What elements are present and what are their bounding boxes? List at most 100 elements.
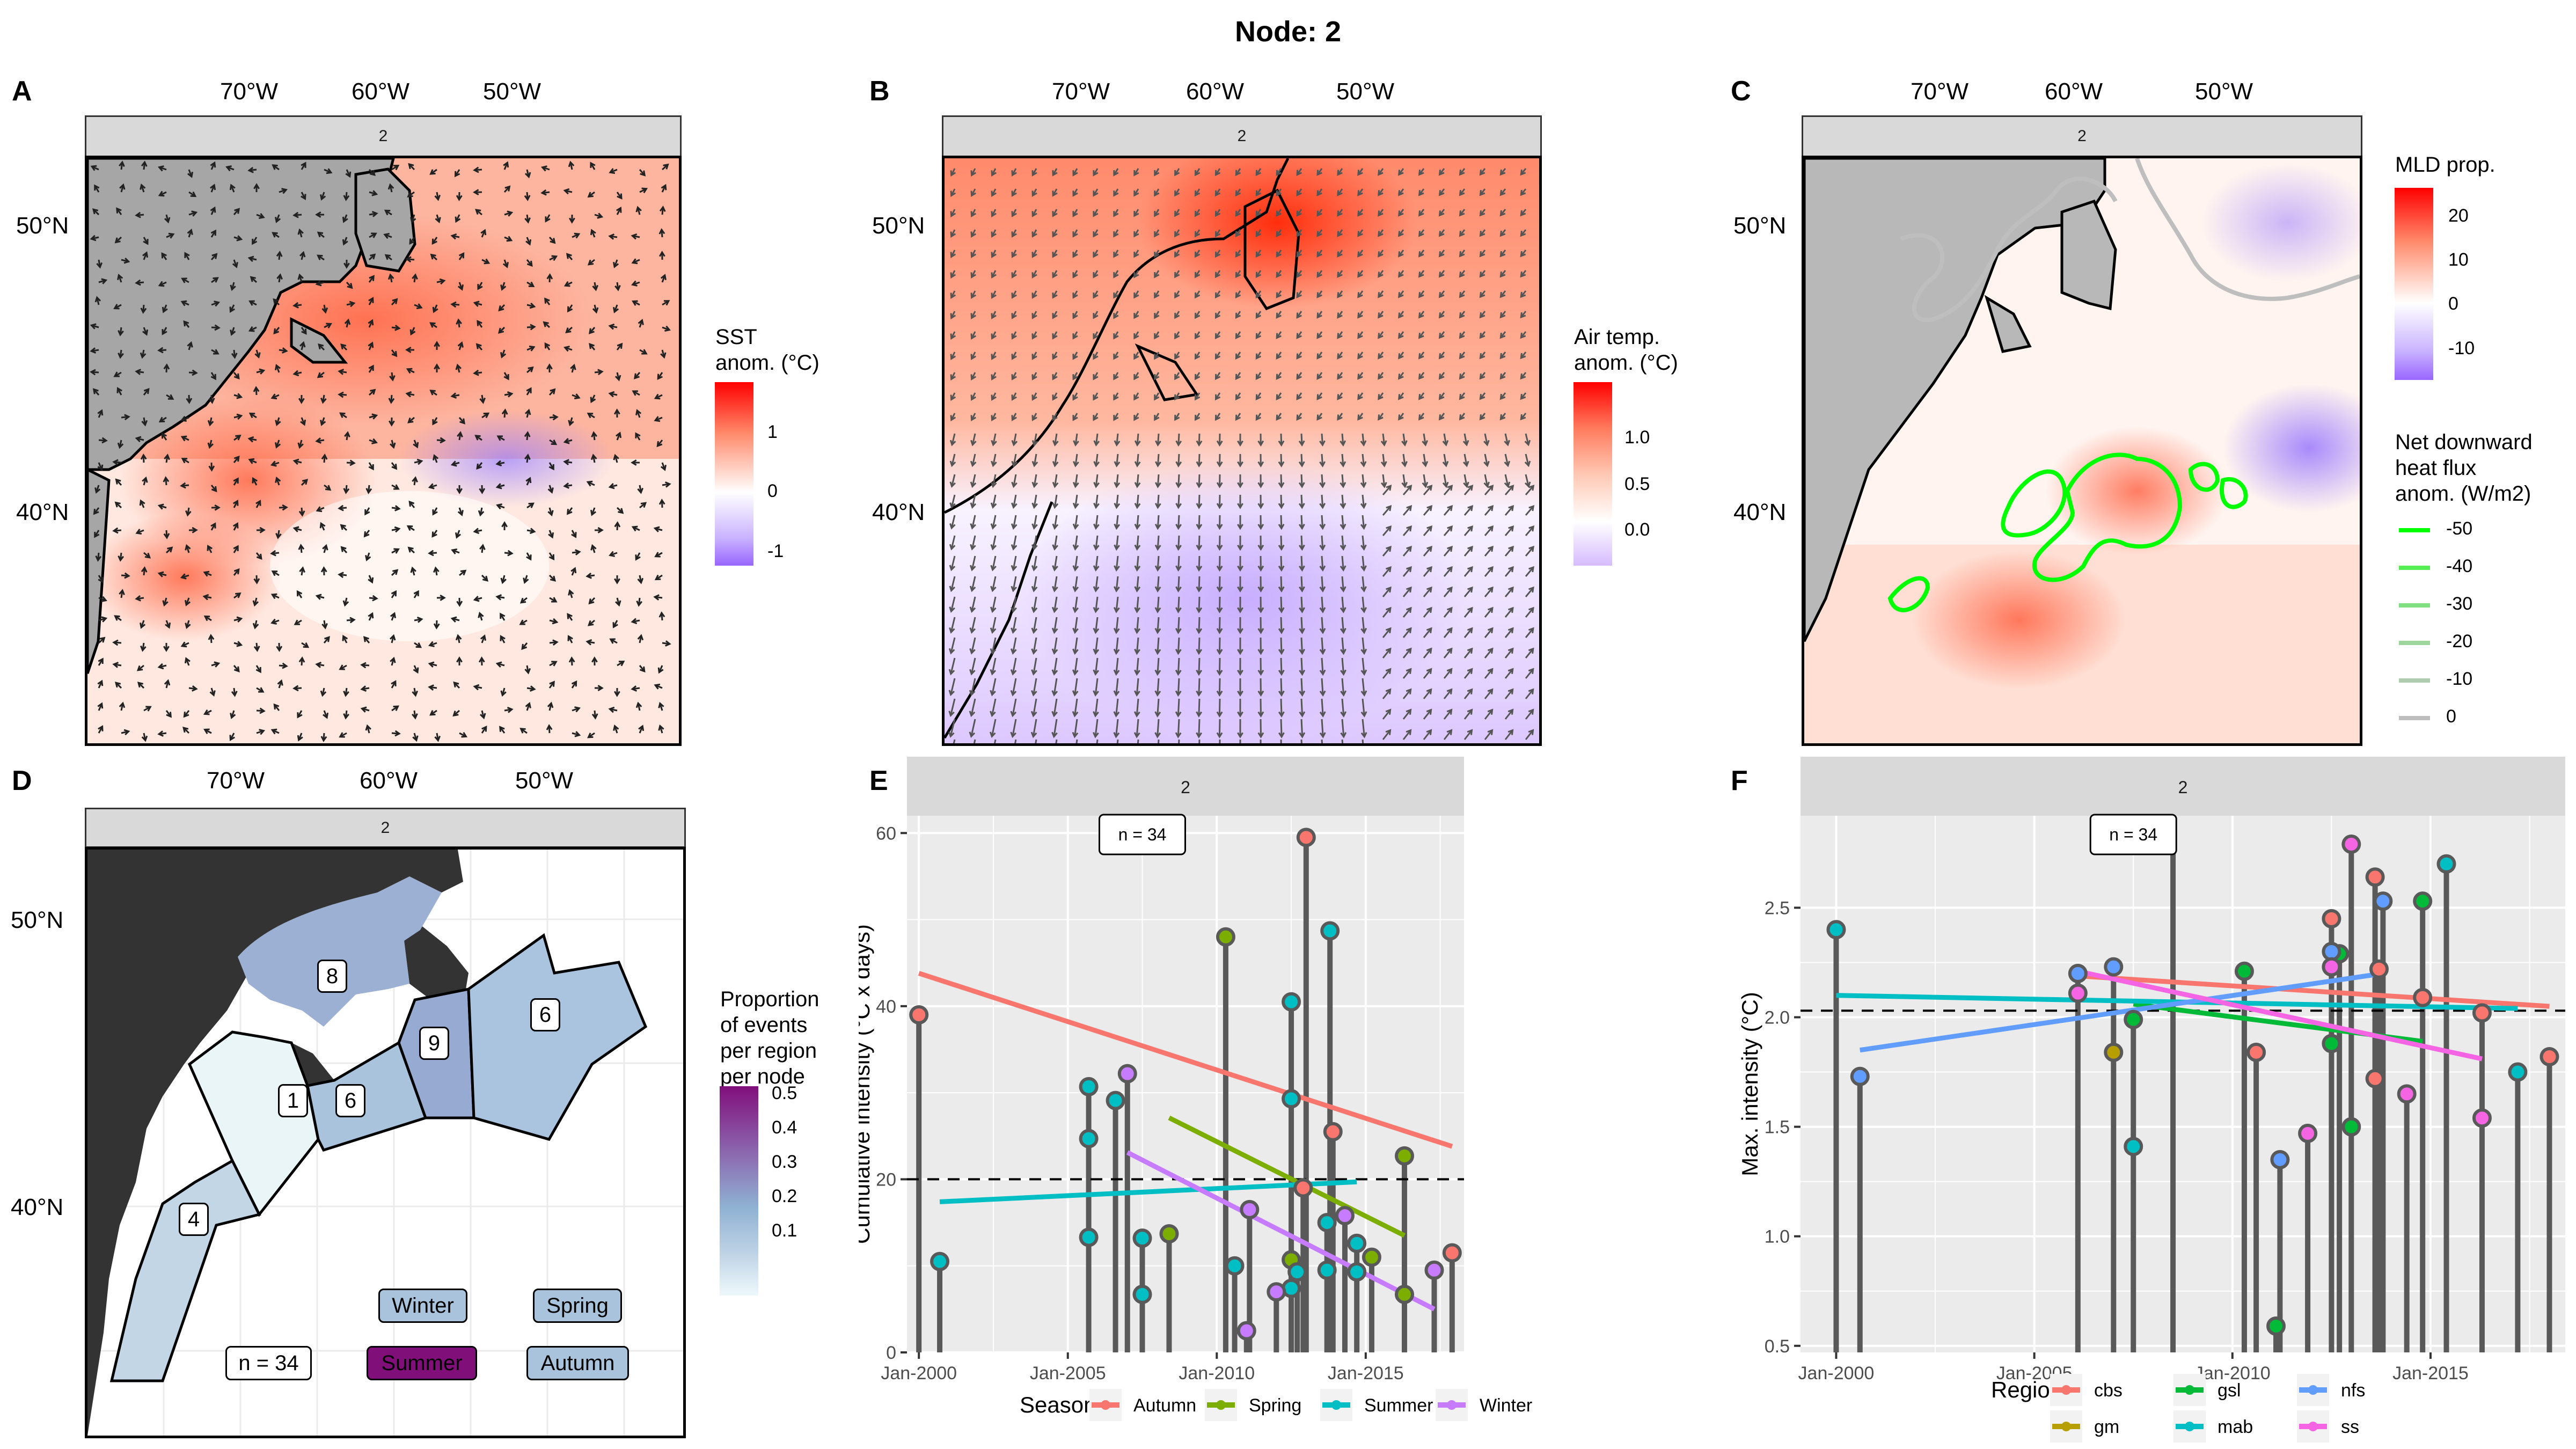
wind-arrow: [1157, 494, 1160, 508]
wind-arrow-head: [1479, 189, 1485, 196]
data-point-spring: [1362, 1247, 1381, 1267]
wind-arrow: [1074, 637, 1078, 654]
wind-arrow-head: [1360, 732, 1367, 738]
wind-arrow-head: [1031, 586, 1038, 592]
wind-arrow: [1341, 617, 1344, 633]
wind-arrow-head: [665, 640, 671, 647]
wind-arrow: [1341, 657, 1345, 675]
wind-arrow-head: [656, 441, 663, 448]
wind-arrow-head: [342, 634, 348, 641]
wind-arrow-head: [1337, 272, 1343, 278]
wind-arrow-head: [948, 711, 955, 718]
wind-arrow-head: [112, 527, 119, 534]
wind-arrow-head: [157, 571, 164, 577]
wind-arrow-head: [208, 634, 215, 640]
wind-arrow: [1053, 657, 1058, 675]
wind-arrow: [1484, 627, 1494, 638]
wind-arrow-head: [1010, 669, 1017, 676]
wind-arrow-head: [1235, 170, 1241, 177]
wind-arrow-head: [340, 524, 346, 530]
wind-arrow-head: [1235, 353, 1241, 360]
wind-arrow-head: [1316, 231, 1322, 237]
wind-arrow-head: [659, 206, 666, 212]
wind-arrow: [1402, 648, 1411, 658]
wind-arrow-head: [320, 420, 326, 426]
wind-arrow-head: [368, 464, 374, 471]
data-point-summer: [1079, 1129, 1099, 1148]
legend-label: gm: [2094, 1417, 2119, 1437]
wind-arrow: [1094, 637, 1099, 654]
wind-arrow: [1115, 617, 1119, 633]
wind-arrow-head: [1459, 210, 1465, 217]
heat-flux-contour-neg50: [2032, 452, 2183, 582]
wind-arrow-head: [1093, 523, 1100, 530]
wind-arrow: [1074, 453, 1078, 466]
wind-arrow: [1177, 657, 1180, 675]
wind-arrow-head: [369, 170, 376, 176]
wind-arrow-head: [272, 232, 278, 238]
wind-arrow-head: [1175, 565, 1182, 572]
wind-arrow-head: [248, 326, 255, 332]
wind-arrow: [1074, 576, 1078, 591]
wind-arrow-head: [315, 662, 322, 668]
wind-arrow-head: [1316, 272, 1322, 278]
wind-arrow-head: [609, 638, 616, 644]
wind-arrow-head: [1438, 353, 1445, 360]
wind-arrow-head: [270, 593, 277, 599]
panel-d-letter: D: [12, 765, 32, 796]
wind-arrow-head: [1031, 292, 1037, 299]
wind-arrow-head: [1360, 648, 1367, 655]
wind-arrow-head: [1113, 607, 1120, 613]
wind-arrow-head: [168, 232, 175, 239]
wind-arrow-head: [316, 506, 323, 513]
wind-arrow: [1484, 608, 1494, 618]
wind-arrow-head: [1113, 669, 1120, 676]
wind-arrow-head: [320, 690, 327, 697]
wind-arrow-head: [1175, 607, 1182, 613]
wind-arrow-head: [393, 548, 400, 554]
wind-arrow-head: [1357, 190, 1363, 196]
wind-arrow: [950, 576, 956, 591]
wind-arrow-head: [181, 277, 187, 283]
wind-arrow-head: [1357, 333, 1363, 339]
wind-arrow: [1382, 526, 1392, 536]
wind-arrow-head: [1316, 414, 1322, 421]
wind-arrow-head: [1031, 272, 1037, 279]
wind-arrow-head: [1195, 251, 1201, 258]
wind-arrow: [1095, 596, 1099, 612]
wind-arrow-head: [1499, 353, 1506, 360]
wind-arrow-head: [991, 252, 997, 258]
wind-arrow-head: [529, 345, 536, 352]
newfoundland: [404, 925, 469, 1005]
wind-arrow-head: [1426, 566, 1432, 573]
wind-arrow-head: [315, 280, 322, 287]
wind-arrow: [1094, 698, 1099, 716]
wind-arrow: [1463, 627, 1473, 638]
wind-arrow-head: [97, 409, 104, 416]
wind-arrow-head: [365, 555, 371, 561]
wind-arrow-head: [1255, 374, 1262, 380]
proportion-legend-title: Proportion of events per region per node: [720, 986, 819, 1089]
wind-arrow-head: [428, 661, 435, 668]
wind-arrow: [1033, 596, 1037, 612]
data-point-summer: [1079, 1227, 1099, 1247]
wind-arrow-head: [547, 701, 554, 708]
wind-arrow-head: [142, 251, 149, 258]
wind-arrow-head: [184, 657, 191, 664]
wind-arrow-head: [296, 590, 303, 597]
wind-arrow: [1115, 719, 1119, 737]
wind-arrow-head: [1214, 414, 1221, 421]
wind-arrow-head: [1479, 251, 1485, 258]
wind-arrow-head: [1133, 231, 1139, 238]
wind-arrow-head: [1340, 711, 1347, 718]
wind-arrow-head: [1196, 649, 1203, 655]
wind-arrow-head: [588, 328, 595, 334]
wind-arrow: [1218, 678, 1221, 696]
wind-arrow-head: [658, 701, 664, 708]
wind-arrow-head: [635, 701, 642, 708]
wind-arrow-head: [207, 442, 214, 449]
wind-arrow-head: [631, 280, 638, 287]
wind-arrow: [1382, 608, 1392, 618]
wind-arrow-head: [1113, 394, 1119, 401]
wind-arrow-head: [429, 390, 436, 396]
